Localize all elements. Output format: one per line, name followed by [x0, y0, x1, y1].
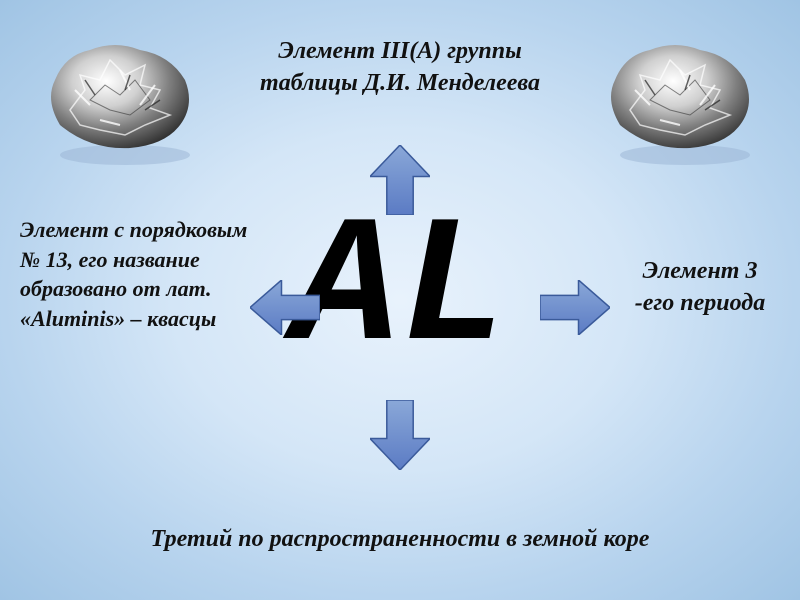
aluminum-foil-right	[590, 30, 770, 170]
element-symbol: AL	[292, 201, 508, 381]
arrow-right-icon	[540, 280, 610, 335]
arrow-down-icon	[370, 400, 430, 470]
label-top: Элемент III(А) группы таблицы Д.И. Менде…	[250, 35, 550, 100]
label-bottom: Третий по распространенности в земной ко…	[50, 523, 750, 555]
label-left: Элемент с порядковым № 13, его название …	[20, 215, 260, 334]
arrow-up-icon	[370, 145, 430, 215]
arrow-left-icon	[250, 280, 320, 335]
label-right: Элемент 3 -его периода	[625, 255, 775, 320]
aluminum-foil-left	[30, 30, 210, 170]
